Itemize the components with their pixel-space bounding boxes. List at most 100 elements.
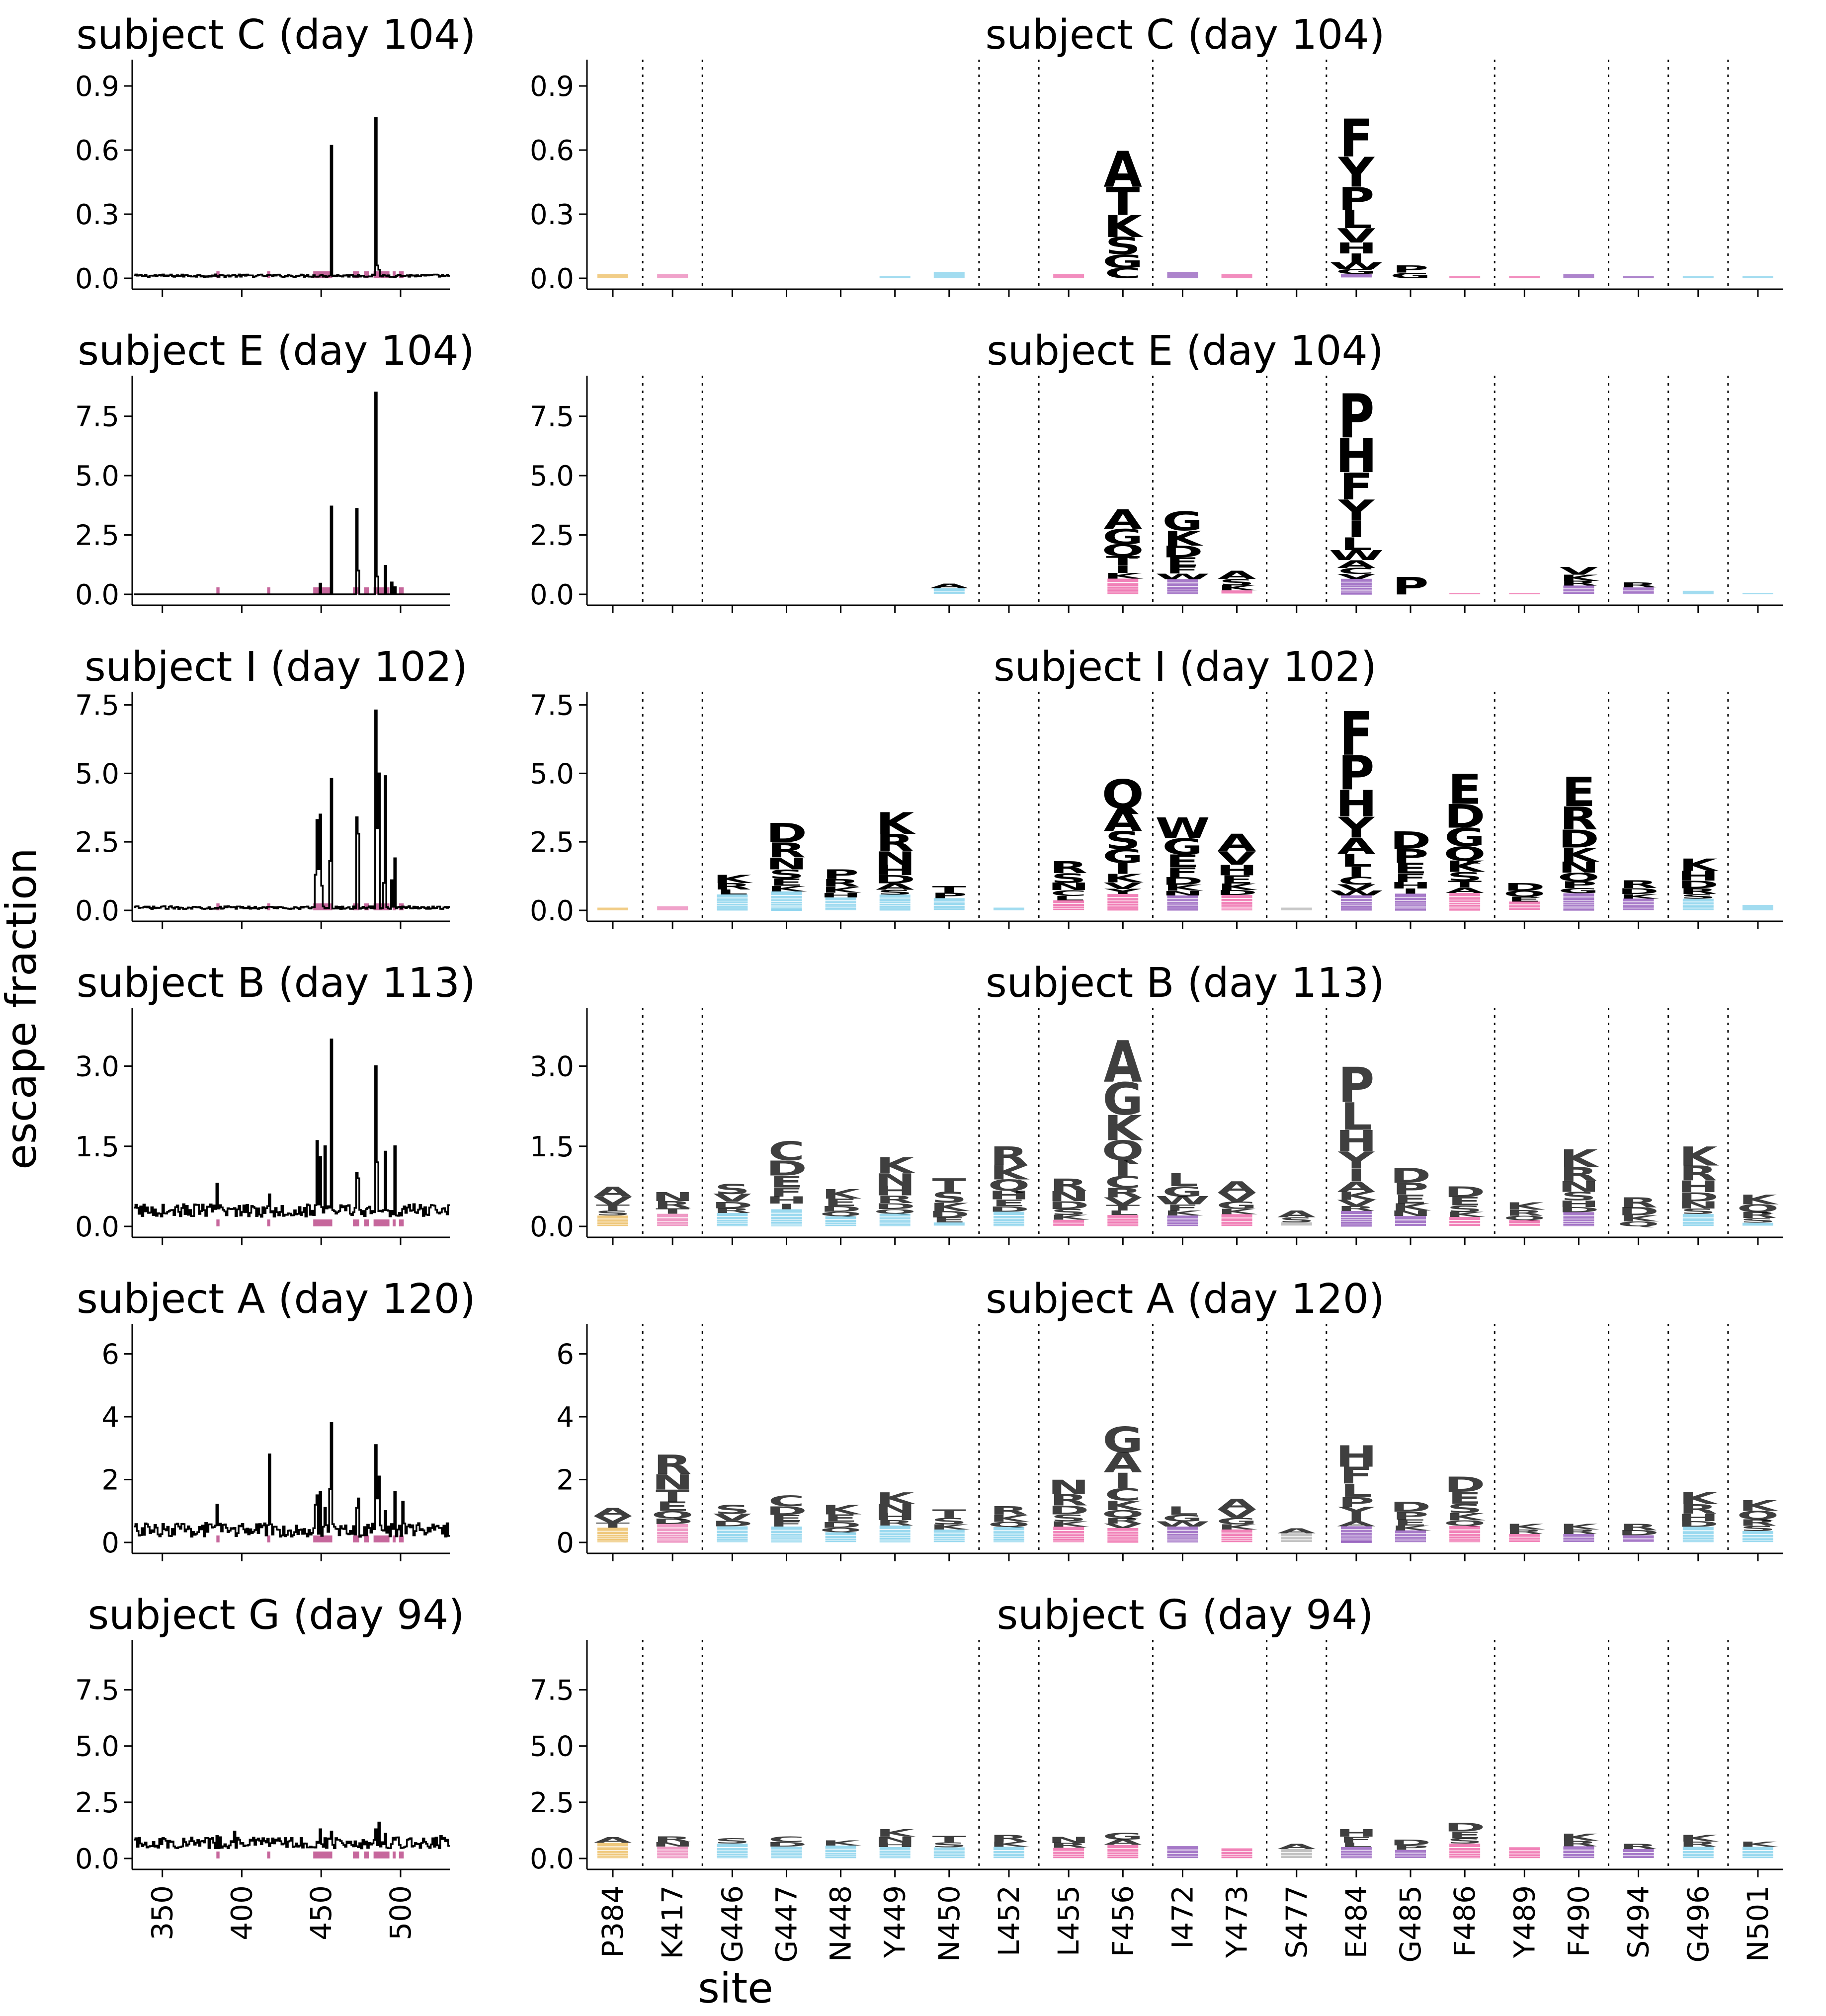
y-tick-label: 2.5 bbox=[530, 826, 574, 859]
y-tick-label: 0.0 bbox=[530, 579, 574, 611]
site-region-mark bbox=[364, 271, 369, 278]
logo-letter: H bbox=[1335, 1440, 1377, 1474]
logo-letter: D bbox=[1677, 1520, 1719, 1529]
logo-stack-L455: NR bbox=[1048, 1836, 1089, 1858]
logo-mark bbox=[1167, 902, 1198, 904]
logo-mark bbox=[1563, 592, 1594, 594]
logo-letter: Q bbox=[988, 1177, 1030, 1195]
logo-mark bbox=[717, 1531, 748, 1533]
logo-letter: Q bbox=[874, 1208, 916, 1215]
logo-mark bbox=[657, 1541, 688, 1542]
logo-mark bbox=[1340, 592, 1372, 594]
logo-mark bbox=[1107, 583, 1139, 586]
logo-mark bbox=[1449, 1220, 1481, 1223]
logo-stack-N501 bbox=[1743, 276, 1773, 278]
y-tick-label: 5.0 bbox=[75, 758, 119, 790]
logo-mark bbox=[879, 1853, 911, 1855]
logo-mark bbox=[597, 1847, 628, 1851]
y-tick-label: 7.5 bbox=[75, 401, 119, 433]
logo-mark bbox=[1107, 589, 1139, 591]
escape-line bbox=[134, 392, 450, 595]
site-tick-label: P384 bbox=[596, 1885, 630, 1958]
y-tick-label: 3.0 bbox=[75, 1051, 119, 1083]
logo-mark bbox=[1682, 1851, 1714, 1854]
logo-letter: H bbox=[1335, 1125, 1377, 1158]
logo-mark bbox=[1221, 1852, 1252, 1855]
logo-mark bbox=[1221, 1214, 1252, 1218]
logo-mark bbox=[1563, 1537, 1594, 1540]
site-region-mark bbox=[353, 1219, 359, 1226]
logo-mark bbox=[1167, 1536, 1198, 1538]
logo-letter: N bbox=[874, 1170, 916, 1190]
logo-mark bbox=[1340, 1542, 1372, 1543]
escape-line bbox=[134, 1039, 450, 1218]
logo-letter: P bbox=[1392, 263, 1428, 275]
logo-letter: A bbox=[1445, 887, 1484, 895]
logo-letter: P bbox=[1338, 746, 1374, 801]
logo-letter: P bbox=[1392, 845, 1428, 867]
escape-line bbox=[134, 1422, 450, 1538]
logo-mark bbox=[1107, 898, 1139, 901]
logo-mark bbox=[1340, 1526, 1372, 1530]
logo-letter: E bbox=[1448, 1195, 1482, 1208]
logo-mark bbox=[771, 1209, 802, 1213]
logo-mark bbox=[1743, 1222, 1773, 1226]
logo-mark bbox=[1340, 1537, 1372, 1538]
logo-letter: T bbox=[1448, 879, 1482, 890]
logo-letter: P bbox=[1338, 1058, 1374, 1114]
logo-letter: T bbox=[596, 1203, 630, 1213]
logo-stack-Y449 bbox=[879, 276, 911, 278]
logo-mark bbox=[1281, 1222, 1312, 1226]
logo-mark bbox=[1449, 897, 1481, 900]
logo-mark bbox=[1221, 1533, 1252, 1536]
logo-letter: R bbox=[1739, 1210, 1777, 1220]
logo-letter: N bbox=[1048, 1476, 1089, 1499]
logo-mark bbox=[993, 1540, 1024, 1541]
logo-letter: K bbox=[822, 1502, 862, 1517]
logo-letter: A bbox=[593, 1836, 632, 1845]
logo-letter: S bbox=[1447, 1204, 1483, 1214]
logo-letter: G bbox=[1102, 1074, 1143, 1126]
logo-letter: T bbox=[1106, 180, 1140, 225]
logo-mark bbox=[1395, 1223, 1426, 1226]
logo-mark bbox=[1682, 1534, 1714, 1537]
logo-letter: N bbox=[652, 1470, 693, 1495]
logo-stack-G447: CD bbox=[766, 1835, 807, 1858]
logo-letter: Y bbox=[1337, 1147, 1375, 1174]
logo-letter: E bbox=[656, 1499, 689, 1514]
logo-letter: K bbox=[1218, 1523, 1258, 1531]
left-panel-title: subject C (day 104) bbox=[77, 11, 476, 59]
logo-mark bbox=[933, 905, 965, 908]
logo-stack-K417: NRT bbox=[652, 1190, 693, 1226]
logo-letter: K bbox=[1218, 882, 1258, 892]
logo-mark bbox=[771, 899, 802, 901]
site-region-mark bbox=[399, 1852, 404, 1858]
logo-mark bbox=[771, 1527, 802, 1530]
logo-mark bbox=[1682, 1527, 1714, 1531]
logo-mark bbox=[933, 1851, 965, 1854]
logo-letter: K bbox=[1218, 584, 1258, 592]
logo-mark bbox=[1281, 1849, 1312, 1853]
logo-letter: T bbox=[1106, 1204, 1140, 1212]
logo-mark bbox=[1167, 272, 1198, 278]
logo-mark bbox=[879, 1847, 911, 1850]
logo-mark bbox=[1623, 276, 1654, 278]
logo-letter: D bbox=[1677, 879, 1719, 890]
logo-mark bbox=[879, 901, 911, 903]
site-tick-label: I472 bbox=[1165, 1885, 1199, 1949]
logo-mark bbox=[879, 1217, 911, 1220]
logo-letter: A bbox=[1218, 1496, 1256, 1513]
logo-mark bbox=[879, 276, 911, 278]
logo-mark bbox=[657, 1218, 688, 1221]
logo-letter: L bbox=[1340, 1842, 1372, 1849]
logo-mark bbox=[825, 1540, 856, 1542]
figure-ylabel: escape fraction bbox=[0, 848, 46, 1169]
logo-letter: A bbox=[1104, 803, 1143, 839]
logo-stack-L455 bbox=[1053, 274, 1084, 278]
logo-mark bbox=[1340, 1853, 1372, 1855]
y-tick-label: 5.0 bbox=[530, 1731, 574, 1763]
